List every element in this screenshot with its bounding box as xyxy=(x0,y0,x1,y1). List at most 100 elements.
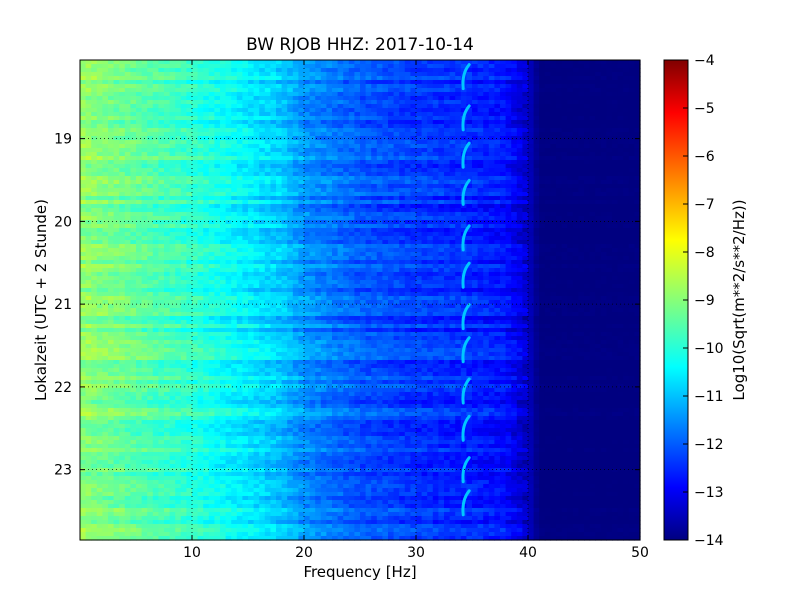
heatmap-cell xyxy=(136,216,143,221)
heatmap-cell xyxy=(388,168,395,173)
heatmap-cell xyxy=(539,136,546,141)
heatmap-cell xyxy=(472,80,479,85)
heatmap-cell xyxy=(438,64,445,69)
heatmap-cell xyxy=(399,72,406,77)
heatmap-cell xyxy=(500,88,507,93)
heatmap-cell xyxy=(304,136,311,141)
heatmap-cell xyxy=(248,152,255,157)
heatmap-cell xyxy=(169,228,176,233)
heatmap-cell xyxy=(511,180,518,185)
heatmap-cell xyxy=(455,72,462,77)
heatmap-cell xyxy=(449,220,456,225)
heatmap-cell xyxy=(158,68,165,73)
heatmap-cell xyxy=(141,124,148,129)
heatmap-cell xyxy=(494,80,501,85)
heatmap-cell xyxy=(432,124,439,129)
heatmap-cell xyxy=(259,232,266,237)
heatmap-cell xyxy=(85,220,92,225)
heatmap-cell xyxy=(371,228,378,233)
heatmap-cell xyxy=(600,212,607,217)
heatmap-cell xyxy=(113,132,120,137)
heatmap-cell xyxy=(427,152,434,157)
heatmap-cell xyxy=(180,60,187,65)
heatmap-cell xyxy=(113,112,120,117)
heatmap-row xyxy=(80,248,641,253)
heatmap-cell xyxy=(141,64,148,69)
heatmap-cell xyxy=(516,240,523,245)
heatmap-cell xyxy=(270,152,277,157)
heatmap-cell xyxy=(600,168,607,173)
heatmap-cell xyxy=(298,136,305,141)
heatmap-cell xyxy=(332,136,339,141)
heatmap-cell xyxy=(544,128,551,133)
heatmap-cell xyxy=(337,200,344,205)
heatmap-cell xyxy=(169,168,176,173)
heatmap-cell xyxy=(152,244,159,249)
heatmap-cell xyxy=(180,140,187,145)
heatmap-cell xyxy=(158,60,165,65)
heatmap-cell xyxy=(348,140,355,145)
heatmap-cell xyxy=(304,168,311,173)
heatmap-cell xyxy=(152,180,159,185)
heatmap-cell xyxy=(102,172,109,177)
heatmap-cell xyxy=(203,108,210,113)
heatmap-cell xyxy=(96,244,103,249)
heatmap-cell xyxy=(511,252,518,257)
heatmap-cell xyxy=(152,92,159,97)
heatmap-cell xyxy=(220,176,227,181)
heatmap-cell xyxy=(466,152,473,157)
heatmap-cell xyxy=(309,208,316,213)
heatmap-cell xyxy=(416,132,423,137)
heatmap-cell xyxy=(516,112,523,117)
heatmap-cell xyxy=(354,184,361,189)
heatmap-cell xyxy=(399,172,406,177)
heatmap-cell xyxy=(427,96,434,101)
heatmap-cell xyxy=(281,252,288,257)
heatmap-cell xyxy=(578,192,585,197)
heatmap-cell xyxy=(136,148,143,153)
heatmap-cell xyxy=(147,92,154,97)
heatmap-cell xyxy=(572,104,579,109)
heatmap-cell xyxy=(488,204,495,209)
heatmap-cell xyxy=(578,160,585,165)
heatmap-cell xyxy=(248,256,255,261)
heatmap-cell xyxy=(169,120,176,125)
heatmap-cell xyxy=(466,120,473,125)
heatmap-cell xyxy=(628,104,635,109)
heatmap-cell xyxy=(455,220,462,225)
heatmap-cell xyxy=(550,152,557,157)
heatmap-cell xyxy=(337,164,344,169)
heatmap-cell xyxy=(158,172,165,177)
heatmap-cell xyxy=(421,60,428,65)
heatmap-cell xyxy=(192,208,199,213)
heatmap-cell xyxy=(248,156,255,161)
heatmap-cell xyxy=(220,220,227,225)
heatmap-cell xyxy=(371,168,378,173)
heatmap-cell xyxy=(124,204,131,209)
heatmap-cell xyxy=(119,200,126,205)
heatmap-cell xyxy=(270,208,277,213)
heatmap-cell xyxy=(231,92,238,97)
heatmap-cell xyxy=(511,224,518,229)
heatmap-cell xyxy=(136,240,143,245)
heatmap-cell xyxy=(175,108,182,113)
heatmap-cell xyxy=(432,184,439,189)
heatmap-cell xyxy=(550,136,557,141)
heatmap-row xyxy=(80,156,641,161)
heatmap-cell xyxy=(628,64,635,69)
heatmap-cell xyxy=(292,164,299,169)
heatmap-cell xyxy=(539,200,546,205)
heatmap-cell xyxy=(119,100,126,105)
heatmap-cell xyxy=(348,148,355,153)
heatmap-cell xyxy=(494,156,501,161)
heatmap-cell xyxy=(231,236,238,241)
heatmap-cell xyxy=(556,104,563,109)
heatmap-cell xyxy=(108,124,115,129)
heatmap-cell xyxy=(399,156,406,161)
heatmap-cell xyxy=(444,180,451,185)
heatmap-cell xyxy=(326,112,333,117)
heatmap-cell xyxy=(595,212,602,217)
heatmap-cell xyxy=(298,120,305,125)
heatmap-cell xyxy=(108,160,115,165)
heatmap-cell xyxy=(634,184,641,189)
